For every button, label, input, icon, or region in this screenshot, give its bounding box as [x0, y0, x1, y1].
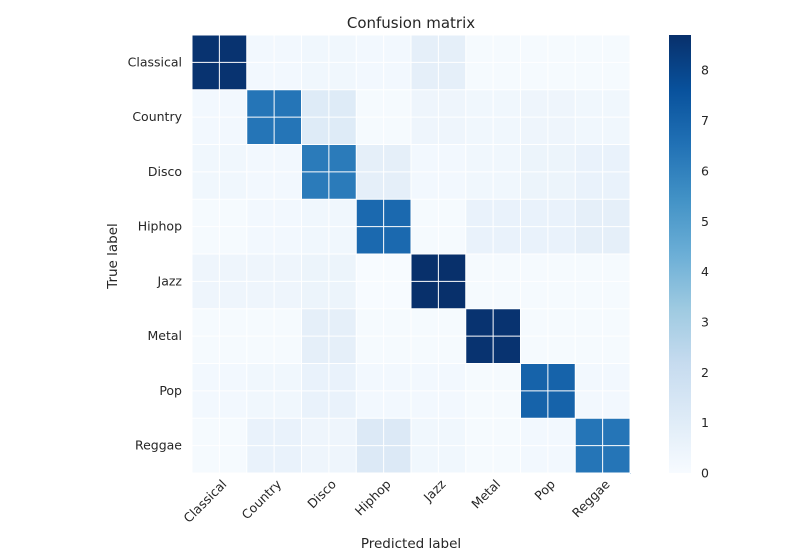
x-tick-label: Disco	[304, 477, 339, 512]
colorbar-tick-label: 5	[701, 214, 709, 229]
x-tick-label: Country	[239, 476, 285, 522]
x-axis-label: Predicted label	[361, 536, 461, 550]
x-tick-label: Classical	[180, 477, 229, 526]
colorbar-tick-label: 8	[701, 63, 709, 78]
x-tick-label: Hiphop	[352, 476, 394, 518]
colorbar-tick-label: 1	[701, 415, 709, 430]
heatmap-gridlines	[191, 34, 631, 474]
chart-title: Confusion matrix	[347, 14, 475, 32]
x-tick-label: Reggae	[569, 476, 613, 520]
y-tick-label: Reggae	[135, 438, 182, 453]
colorbar-tick-label: 0	[701, 466, 709, 481]
y-tick-label: Country	[132, 109, 182, 124]
colorbar-gradient	[669, 35, 691, 473]
x-tick-labels: Classical Country Disco Hiphop Jazz Metal Pop R…	[180, 476, 613, 525]
colorbar-tick-label: 6	[701, 163, 709, 178]
colorbar: 0 1 2 3 4 5 6 7 8	[669, 35, 709, 481]
colorbar-tick-label: 2	[701, 365, 709, 380]
x-tick-label: Jazz	[420, 476, 449, 505]
y-axis-label: True label	[105, 223, 121, 290]
x-tick-label: Pop	[531, 476, 558, 503]
x-tick-label: Metal	[468, 477, 503, 512]
y-tick-label: Classical	[128, 54, 182, 69]
y-tick-label: Metal	[147, 328, 182, 343]
y-tick-label: Pop	[159, 383, 182, 398]
colorbar-tick-label: 3	[701, 314, 709, 329]
y-tick-label: Jazz	[157, 273, 183, 288]
colorbar-tick-label: 4	[701, 264, 709, 279]
colorbar-tick-label: 7	[701, 113, 709, 128]
y-tick-label: Hiphop	[138, 219, 182, 234]
y-tick-label: Disco	[148, 164, 182, 179]
y-tick-labels: Classical Country Disco Hiphop Jazz Metal Pop R…	[128, 54, 183, 452]
